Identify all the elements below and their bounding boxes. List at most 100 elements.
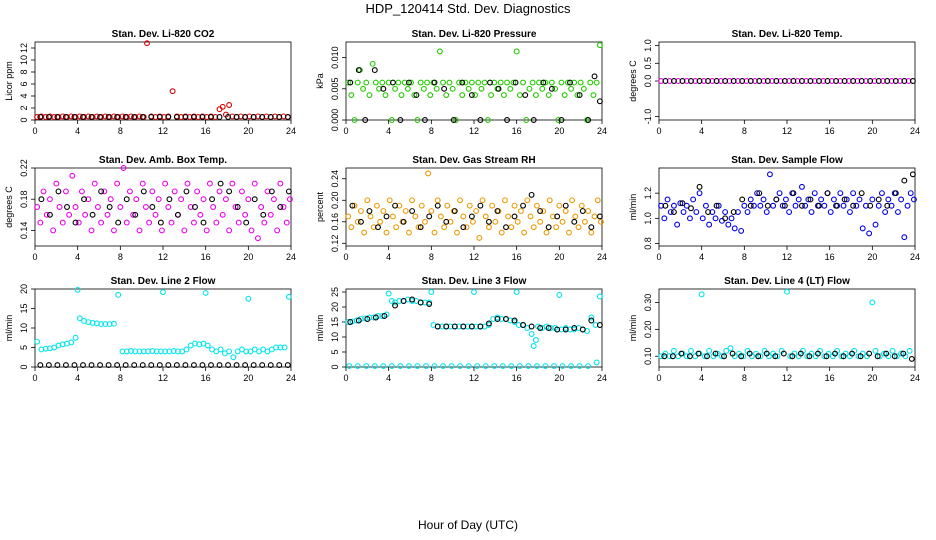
data-point [814, 350, 821, 357]
data-point [405, 79, 412, 86]
data-point [757, 353, 764, 360]
data-point [683, 202, 690, 209]
data-point [901, 234, 908, 241]
data-point [217, 346, 224, 353]
data-point [428, 208, 435, 214]
data-point [553, 224, 560, 231]
data-point [216, 114, 223, 120]
data-point [722, 78, 729, 84]
y-tick-label: 0.16 [330, 213, 340, 231]
data-point [169, 88, 176, 95]
data-point [875, 202, 882, 209]
data-point [165, 362, 172, 368]
data-point [580, 85, 587, 92]
data-point [434, 202, 441, 209]
data-point [738, 227, 745, 234]
x-tick-label: 0 [343, 126, 348, 136]
data-point [807, 196, 814, 203]
data-point [567, 79, 573, 86]
data-point [199, 362, 206, 368]
data-point [568, 85, 575, 92]
data-point [893, 353, 900, 360]
data-point [88, 114, 95, 120]
data-point [588, 314, 595, 321]
data-point [349, 202, 356, 209]
data-point [386, 197, 393, 204]
y-tick-label: 0.30 [643, 294, 653, 312]
x-tick-label: 0 [656, 252, 661, 262]
data-point [284, 362, 291, 368]
data-point [363, 363, 370, 370]
data-point [730, 78, 737, 84]
x-tick-label: 24 [597, 252, 607, 262]
data-point [901, 78, 908, 84]
data-point [520, 79, 527, 86]
data-point [354, 218, 361, 225]
data-point [409, 208, 416, 214]
data-point [585, 363, 592, 370]
data-point [444, 202, 451, 209]
data-point [242, 362, 249, 368]
data-point [511, 317, 518, 324]
data-point [443, 323, 450, 330]
data-point [268, 188, 275, 195]
panel-title: Stan. Dev. Li-820 CO2 [112, 29, 215, 40]
data-point [380, 85, 387, 92]
data-point [441, 85, 448, 92]
data-point [521, 229, 528, 236]
data-point [696, 183, 703, 190]
data-point [238, 188, 245, 195]
panel-7: Stan. Dev. Line 2 Flow ml/min 0 4 8 12 16 20 24 0… [4, 276, 296, 383]
data-point [245, 295, 252, 302]
x-tick-label: 12 [158, 126, 168, 136]
data-point [468, 79, 475, 86]
data-point [706, 221, 713, 228]
data-point [797, 350, 804, 357]
data-point [192, 204, 198, 210]
data-point [679, 78, 686, 84]
data-point [530, 224, 537, 231]
data-point [270, 196, 277, 203]
data-point [559, 363, 566, 370]
data-point [476, 234, 483, 241]
data-point [750, 202, 757, 209]
data-point [426, 213, 433, 220]
data-point [858, 190, 865, 197]
x-tick-label: 16 [512, 126, 522, 136]
data-point [383, 229, 390, 236]
data-point [440, 79, 447, 86]
data-point [260, 211, 267, 218]
data-point [146, 219, 153, 226]
x-tick-label: 4 [75, 126, 80, 136]
data-point [713, 78, 720, 84]
series-2 [661, 350, 915, 362]
data-point [463, 224, 470, 231]
data-point [686, 353, 693, 360]
data-point [62, 114, 69, 120]
x-tick-label: 16 [825, 373, 835, 383]
data-point [131, 114, 138, 120]
y-tick-label: 0 [19, 117, 29, 122]
data-point [597, 218, 604, 225]
data-point [503, 224, 509, 231]
data-point [508, 363, 515, 370]
x-tick-label: 16 [825, 252, 835, 262]
data-point [520, 322, 527, 328]
data-point [414, 363, 421, 370]
data-point [131, 362, 138, 368]
data-point [908, 355, 915, 362]
panel-4: Stan. Dev. Amb. Box Temp. degrees C 0 4 8 12 1… [4, 155, 296, 262]
data-point [459, 92, 466, 98]
data-point [460, 224, 467, 231]
data-point [45, 114, 52, 120]
y-tick-label: 0.8 [643, 237, 653, 250]
y-tick-label: 0.20 [643, 321, 653, 339]
data-point [576, 92, 583, 98]
data-point [818, 196, 825, 203]
series-2 [347, 67, 603, 123]
data-point [357, 218, 364, 225]
data-point [853, 202, 860, 209]
data-point [229, 180, 236, 187]
data-point [377, 218, 384, 225]
data-point [876, 353, 883, 360]
